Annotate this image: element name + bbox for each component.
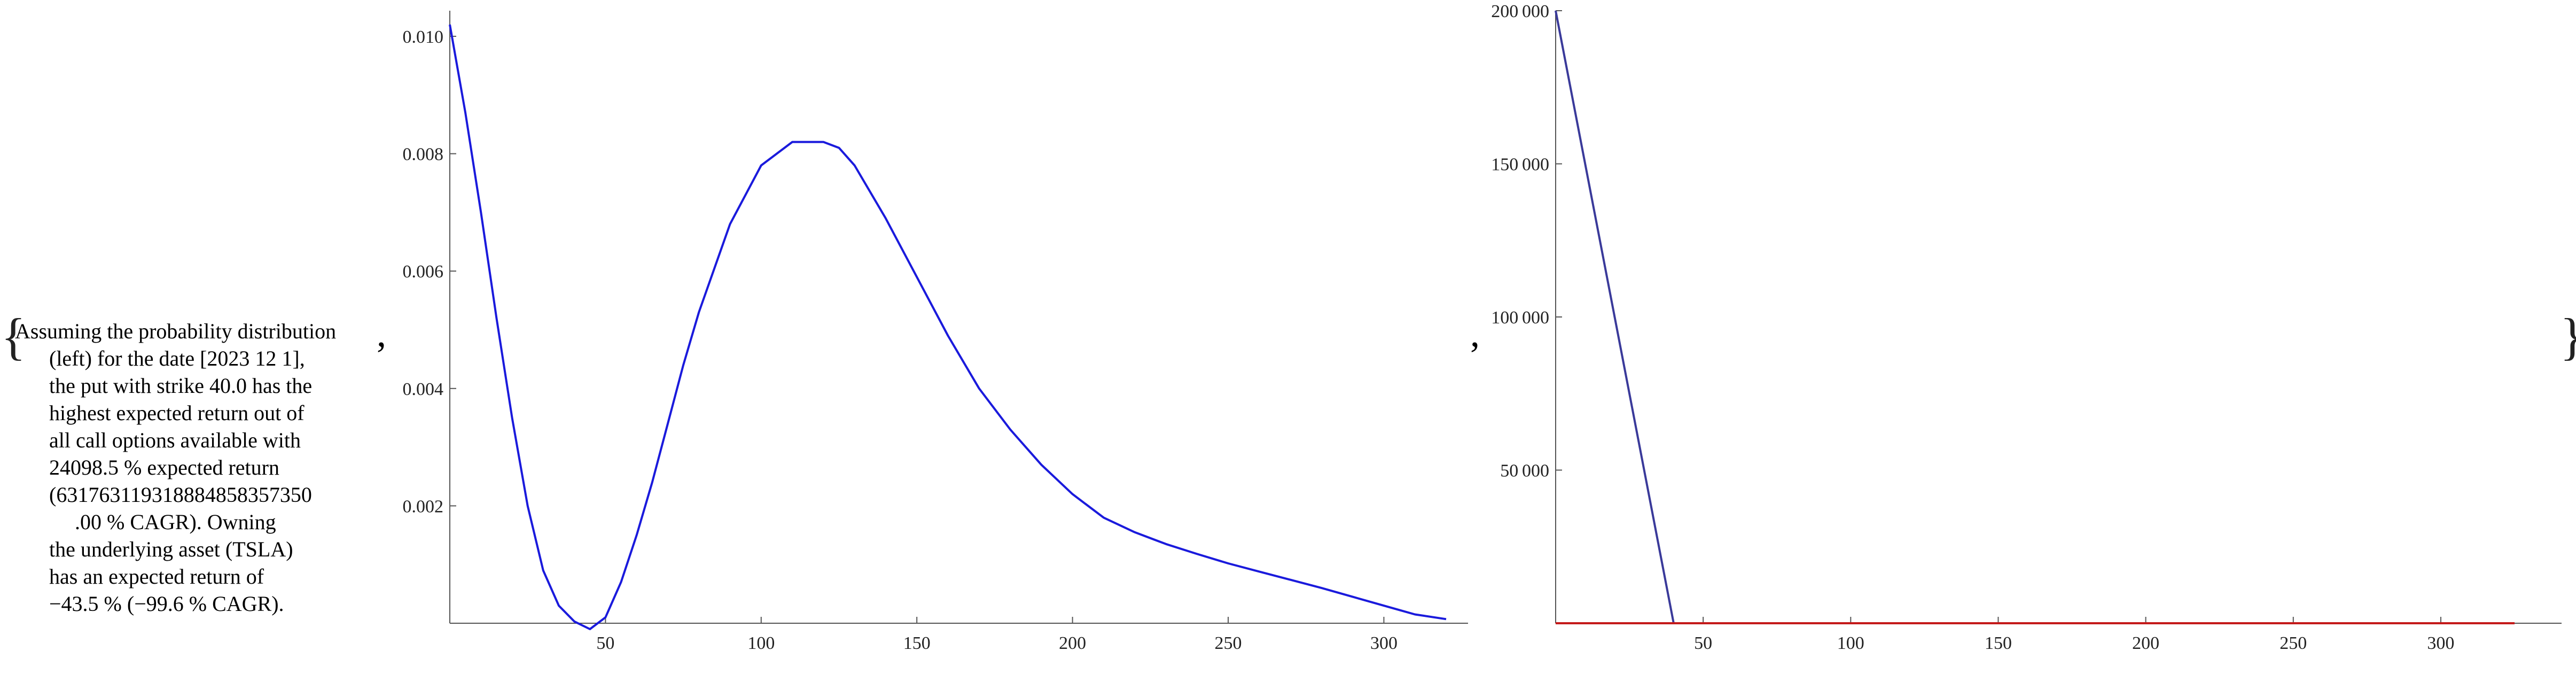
y-tick-label: 0.002	[403, 497, 444, 516]
x-tick-label: 250	[1215, 633, 1242, 653]
density-curve	[449, 24, 1447, 630]
description-line: all call options available with	[49, 428, 301, 452]
x-tick-label: 250	[2280, 633, 2307, 653]
y-tick-label: 0.008	[403, 145, 444, 165]
description-text: Assuming the probability distribution (l…	[15, 317, 336, 617]
description-line: Assuming the probability distribution	[15, 319, 337, 343]
x-tick-label: 50	[596, 633, 614, 653]
description-line: 24098.5 % expected return	[49, 455, 279, 479]
y-tick-label: 0.010	[403, 27, 444, 47]
description-line: the underlying asset (TSLA)	[49, 537, 293, 561]
x-tick-label: 100	[1837, 633, 1864, 653]
close-brace: }	[2560, 311, 2576, 362]
payoff-line	[1555, 10, 1675, 624]
x-tick-label: 100	[747, 633, 775, 653]
y-tick-label: 200 000	[1491, 2, 1549, 21]
description-line: the put with strike 40.0 has the	[49, 374, 313, 398]
x-tick-label: 300	[2427, 633, 2454, 653]
open-brace: {	[1, 308, 26, 365]
x-tick-label: 150	[903, 633, 931, 653]
y-tick-label: 100 000	[1491, 308, 1549, 328]
description-line: (631763119318884858357350	[49, 483, 312, 507]
description-line: −43.5 % (−99.6 % CAGR).	[49, 592, 284, 616]
y-tick-label: 0.006	[403, 262, 444, 282]
x-tick-label: 50	[1694, 633, 1712, 653]
separator-comma: ,	[377, 312, 386, 355]
x-tick-label: 150	[1985, 633, 2012, 653]
description-line: has an expected return of	[49, 564, 264, 588]
separator-comma: ,	[1470, 312, 1480, 355]
y-tick-label: 150 000	[1491, 155, 1549, 175]
x-tick-label: 200	[1059, 633, 1086, 653]
description-line: highest expected return out of	[49, 401, 305, 425]
y-tick-label: 50 000	[1500, 461, 1549, 481]
x-tick-label: 300	[1370, 633, 1398, 653]
description-line: (left) for the date [2023 12 1],	[49, 346, 305, 370]
description-line: .00 % CAGR). Owning	[75, 510, 276, 534]
y-tick-label: 0.004	[403, 380, 444, 399]
x-tick-label: 200	[2132, 633, 2159, 653]
